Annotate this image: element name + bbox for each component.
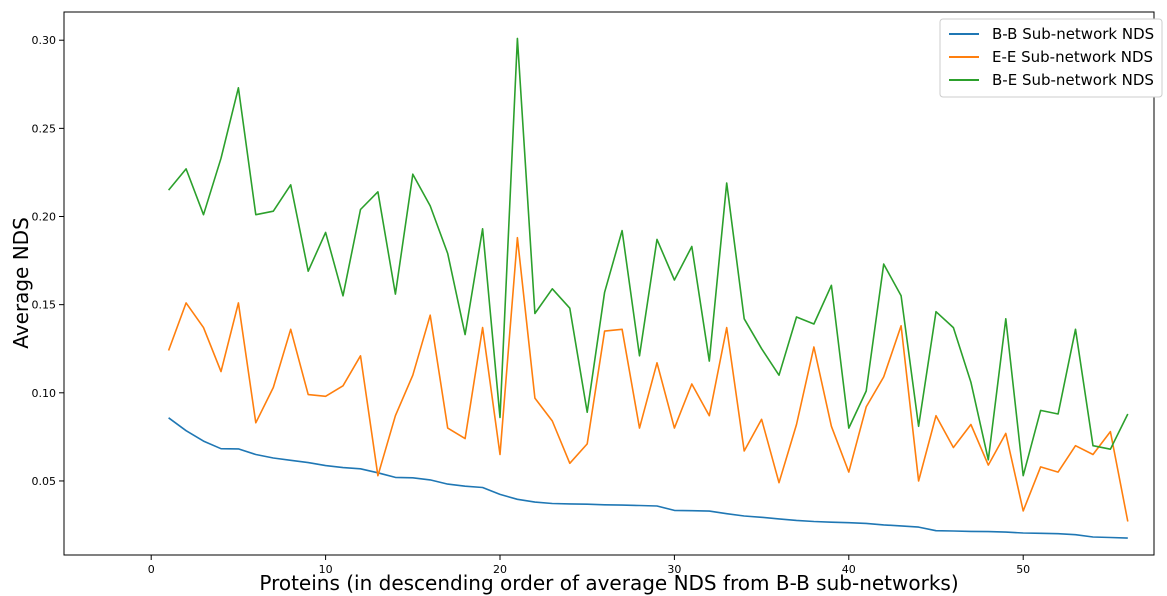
legend-box xyxy=(939,18,1163,98)
x-axis-ticks: 0 10 20 30 40 50 xyxy=(148,555,1030,576)
y-tick-label: 0.25 xyxy=(32,122,57,135)
y-tick-label: 0.10 xyxy=(32,387,57,400)
x-tick-label: 10 xyxy=(319,563,333,576)
x-tick-label: 40 xyxy=(842,563,856,576)
y-axis-label: Average NDS xyxy=(9,217,33,349)
y-axis-ticks: 0.05 0.10 0.15 0.20 0.25 0.30 xyxy=(32,34,64,488)
legend-label-2: E-E Sub-network NDS xyxy=(992,48,1153,66)
legend: B-B Sub-network NDS E-E Sub-network NDS B-… xyxy=(939,18,1163,98)
x-axis-label: Proteins (in descending order of average… xyxy=(259,571,958,595)
series-line-2 xyxy=(167,236,1129,522)
y-tick-label: 0.30 xyxy=(32,34,57,47)
legend-label-3: B-E Sub-network NDS xyxy=(992,71,1154,89)
series-layer xyxy=(167,37,1129,539)
series-line-1 xyxy=(168,417,1128,539)
x-tick-label: 0 xyxy=(148,563,155,576)
x-tick-label: 30 xyxy=(667,563,681,576)
legend-label-1: B-B Sub-network NDS xyxy=(992,25,1154,43)
series-line-3 xyxy=(167,37,1129,477)
x-tick-label: 50 xyxy=(1016,563,1030,576)
x-tick-label: 20 xyxy=(493,563,507,576)
y-tick-label: 0.05 xyxy=(32,475,57,488)
y-tick-label: 0.20 xyxy=(32,211,57,224)
plot-area xyxy=(63,11,1155,556)
y-tick-label: 0.15 xyxy=(32,299,57,312)
